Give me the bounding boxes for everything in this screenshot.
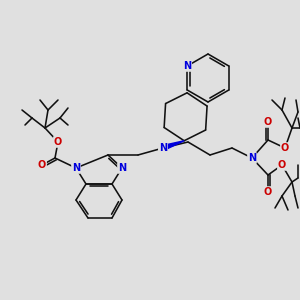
Text: O: O — [281, 143, 289, 153]
Text: N: N — [159, 143, 167, 153]
Text: O: O — [264, 117, 272, 127]
Text: O: O — [54, 137, 62, 147]
Text: N: N — [248, 153, 256, 163]
Text: N: N — [72, 163, 80, 173]
Text: O: O — [264, 187, 272, 197]
Text: O: O — [278, 160, 286, 170]
Text: O: O — [38, 160, 46, 170]
Text: N: N — [183, 61, 191, 71]
Text: N: N — [159, 143, 167, 153]
Polygon shape — [162, 141, 184, 150]
Text: N: N — [118, 163, 126, 173]
